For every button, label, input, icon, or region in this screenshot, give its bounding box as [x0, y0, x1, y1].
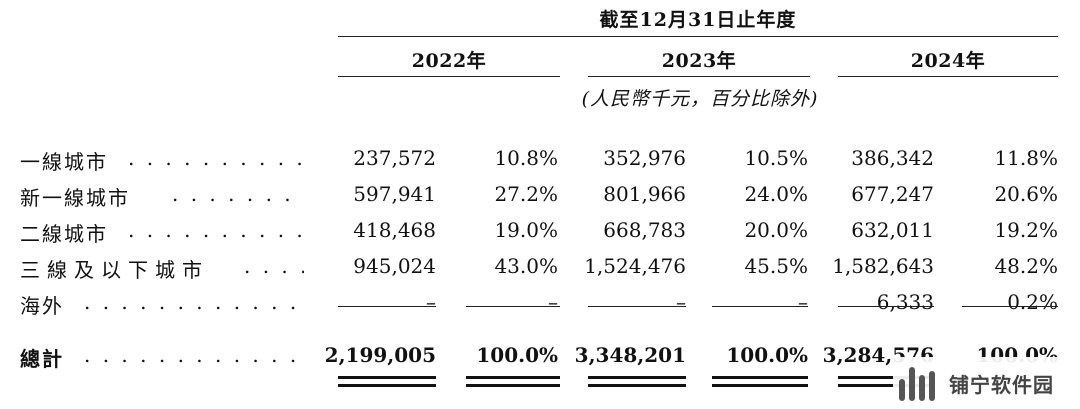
double-rule-bottom: [712, 384, 808, 387]
watermark-logo-icon: [899, 365, 941, 401]
double-rule-bottom: [588, 384, 686, 387]
subtotal-rule-pct-2022: [466, 306, 560, 307]
pct-2022: 10.8%: [494, 146, 558, 170]
watermark-text: 铺宁软件园: [949, 372, 1054, 397]
pct-2022: 19.0%: [494, 218, 558, 242]
dot-leader: . . . . . . . . . . . . . . . . . . . . …: [84, 290, 304, 314]
value-2022: 237,572: [353, 146, 436, 170]
pct-2024: 20.6%: [994, 182, 1058, 206]
value-2022: –: [426, 290, 436, 314]
total-value-2022: 2,199,005: [324, 343, 436, 367]
period-title: 截至12月31日止年度: [599, 9, 797, 31]
pct-2023: 24.0%: [744, 182, 808, 206]
year-2024-rule: [838, 76, 1058, 77]
unit-note: (人民幣千元，百分比除外): [581, 88, 819, 110]
value-2022: 597,941: [353, 182, 436, 206]
pct-2024: 19.2%: [994, 218, 1058, 242]
subtotal-rule-value-2023: [588, 306, 686, 307]
subtotal-rule-pct-2024: [962, 306, 1058, 307]
year-2023-header: 2023年: [661, 50, 737, 72]
row-label: 二線城市: [20, 222, 108, 246]
row-label: 新一線城市: [20, 186, 130, 210]
total-pct-2023: 100.0%: [726, 343, 808, 367]
pct-2023: 20.0%: [744, 218, 808, 242]
double-rule-top: [466, 376, 560, 379]
double-rule-top: [712, 376, 808, 379]
double-rule-bottom: [466, 384, 560, 387]
value-2024: 677,247: [851, 182, 934, 206]
value-2022: 945,024: [353, 254, 436, 278]
total-value-2023: 3,348,201: [574, 343, 686, 367]
row-label: 一線城市: [20, 150, 108, 174]
row-label: 三線及以下城市: [20, 258, 209, 282]
watermark: 铺宁软件园: [893, 357, 1080, 409]
year-2022-header: 2022年: [411, 50, 487, 72]
value-2023: 1,524,476: [584, 254, 686, 278]
pct-2023: 45.5%: [744, 254, 808, 278]
subtotal-rule-value-2022: [338, 306, 436, 307]
dot-leader: . . . . . . . . . . . . . . . . . . . . …: [84, 343, 304, 367]
subtotal-rule-value-2024: [838, 306, 934, 307]
pct-2024: 48.2%: [994, 254, 1058, 278]
period-title-rule: [338, 36, 1058, 37]
pct-2023: 10.5%: [744, 146, 808, 170]
dot-leader: . . . . . . . . . . . . . . . . . . . .: [128, 218, 304, 242]
value-2023: –: [676, 290, 686, 314]
pct-2023: –: [798, 290, 808, 314]
value-2022: 418,468: [353, 218, 436, 242]
value-2023: 801,966: [603, 182, 686, 206]
double-rule-top: [588, 376, 686, 379]
total-pct-2022: 100.0%: [476, 343, 558, 367]
year-2024-header: 2024年: [910, 50, 986, 72]
subtotal-rule-pct-2023: [712, 306, 808, 307]
value-2023: 668,783: [603, 218, 686, 242]
dot-leader: . . . . . .: [244, 254, 304, 278]
value-2024: 386,342: [851, 146, 934, 170]
double-rule-top: [338, 376, 436, 379]
value-2024: 632,011: [851, 218, 934, 242]
value-2024: 1,582,643: [832, 254, 934, 278]
value-2024: 6,333: [876, 290, 934, 314]
double-rule-bottom: [338, 384, 436, 387]
pct-2022: 27.2%: [494, 182, 558, 206]
year-2022-rule: [338, 76, 560, 77]
row-label: 海外: [20, 294, 64, 318]
dot-leader: . . . . . . . . . . . . . .: [172, 182, 304, 206]
value-2023: 352,976: [603, 146, 686, 170]
pct-2024: 0.2%: [1007, 290, 1058, 314]
year-2023-rule: [588, 76, 810, 77]
pct-2022: –: [548, 290, 558, 314]
double-rule-bottom: [838, 384, 934, 387]
pct-2022: 43.0%: [494, 254, 558, 278]
double-rule-top: [838, 376, 934, 379]
dot-leader: . . . . . . . . . . . . . . . . . . . .: [128, 146, 304, 170]
total-label: 總計: [20, 347, 64, 371]
pct-2024: 11.8%: [994, 146, 1058, 170]
